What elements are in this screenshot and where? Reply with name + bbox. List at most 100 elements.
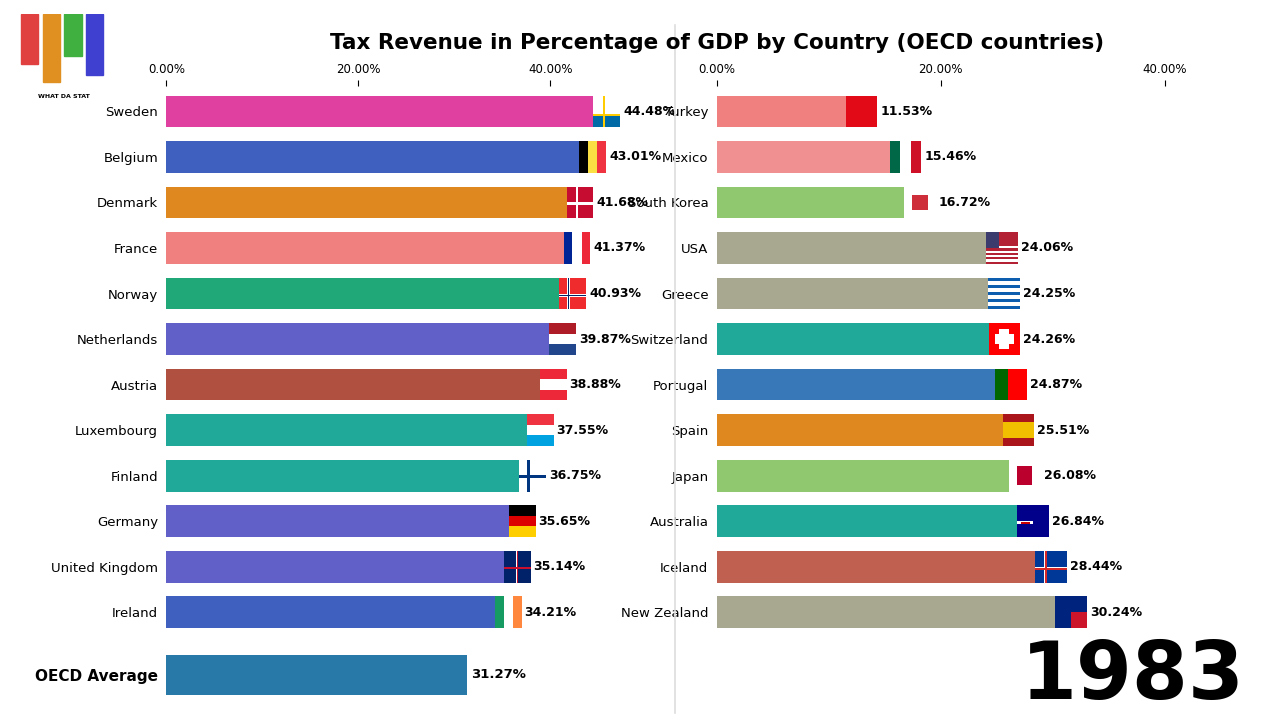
Bar — [1002, 422, 1034, 438]
Bar — [166, 596, 495, 628]
Bar — [166, 551, 504, 582]
Bar — [166, 96, 594, 127]
Bar — [1044, 551, 1047, 582]
Bar — [527, 425, 554, 436]
Bar — [1002, 438, 1034, 446]
Text: 31.27%: 31.27% — [471, 668, 526, 682]
Text: 26.84%: 26.84% — [1052, 515, 1105, 528]
Bar — [166, 278, 559, 310]
Text: 24.87%: 24.87% — [1030, 378, 1082, 391]
Bar — [64, 14, 82, 56]
Text: 11.53%: 11.53% — [881, 105, 933, 118]
Text: 40.93%: 40.93% — [589, 287, 641, 300]
Text: 39.87%: 39.87% — [579, 333, 631, 346]
Bar — [504, 567, 531, 570]
Bar — [567, 186, 594, 218]
Bar — [166, 186, 567, 218]
Bar — [911, 141, 922, 173]
Bar — [988, 285, 1020, 289]
Bar — [988, 292, 1020, 295]
Bar — [513, 596, 522, 628]
Bar — [1002, 414, 1034, 425]
Bar — [717, 596, 1056, 628]
Bar — [987, 246, 1018, 248]
Bar — [988, 295, 1020, 299]
Text: 37.55%: 37.55% — [557, 423, 609, 436]
Text: 1983: 1983 — [1021, 638, 1244, 716]
Bar — [504, 551, 531, 582]
Text: 41.68%: 41.68% — [596, 196, 648, 209]
Bar — [166, 232, 563, 264]
Bar — [42, 14, 60, 83]
Bar — [890, 141, 900, 173]
Bar — [911, 194, 928, 210]
Text: 34.21%: 34.21% — [525, 606, 577, 618]
Bar — [987, 251, 1018, 253]
Bar — [549, 323, 576, 334]
Bar — [717, 414, 1002, 446]
Bar — [527, 414, 554, 425]
Text: 15.46%: 15.46% — [924, 150, 977, 163]
Bar — [1071, 612, 1087, 628]
Text: 43.01%: 43.01% — [609, 150, 662, 163]
Bar — [988, 289, 1020, 292]
Bar — [1009, 459, 1041, 492]
Bar — [1018, 505, 1048, 537]
Bar — [504, 596, 513, 628]
Bar — [576, 186, 579, 218]
Bar — [549, 344, 576, 355]
Bar — [717, 323, 988, 355]
Bar — [540, 369, 567, 379]
Text: 25.51%: 25.51% — [1037, 423, 1089, 436]
Bar — [1056, 596, 1087, 628]
Bar — [166, 369, 540, 400]
Bar — [504, 567, 531, 569]
Bar — [1000, 330, 1009, 348]
Bar — [594, 114, 621, 127]
Bar — [717, 459, 1009, 492]
Bar — [559, 294, 586, 297]
Text: 16.72%: 16.72% — [938, 196, 991, 209]
Bar — [166, 414, 527, 446]
Bar — [572, 232, 581, 264]
Bar — [567, 278, 570, 310]
Bar — [508, 516, 535, 526]
Bar — [988, 299, 1020, 302]
Bar — [996, 369, 1007, 400]
Bar — [1020, 522, 1030, 523]
Bar — [516, 551, 518, 582]
Bar — [900, 141, 911, 173]
Bar — [717, 186, 904, 218]
Bar — [520, 459, 547, 492]
Bar — [603, 96, 605, 127]
Text: 44.48%: 44.48% — [623, 105, 676, 118]
Bar — [988, 306, 1020, 310]
Text: 24.25%: 24.25% — [1023, 287, 1075, 300]
Bar — [988, 282, 1020, 285]
Bar — [717, 96, 846, 127]
Bar — [540, 379, 567, 390]
Bar — [988, 302, 1020, 306]
Text: 41.37%: 41.37% — [594, 241, 645, 254]
Bar — [166, 459, 520, 492]
Bar — [987, 259, 1018, 261]
Text: 36.75%: 36.75% — [549, 469, 602, 482]
Bar — [717, 278, 988, 310]
Bar — [559, 278, 586, 310]
Bar — [495, 596, 504, 628]
Bar — [166, 505, 508, 537]
Text: 24.06%: 24.06% — [1021, 241, 1073, 254]
Text: 35.65%: 35.65% — [539, 515, 590, 528]
Bar — [717, 551, 1036, 582]
Bar — [1007, 369, 1027, 400]
Bar — [594, 114, 621, 116]
Text: 38.88%: 38.88% — [570, 378, 621, 391]
Bar — [589, 141, 598, 173]
Text: 28.44%: 28.44% — [1070, 560, 1123, 573]
Text: WHAT DA STAT: WHAT DA STAT — [38, 94, 90, 99]
Bar — [987, 232, 1018, 264]
Bar — [527, 435, 554, 446]
Bar — [1036, 567, 1066, 570]
Bar — [20, 14, 38, 63]
Bar — [717, 369, 996, 400]
